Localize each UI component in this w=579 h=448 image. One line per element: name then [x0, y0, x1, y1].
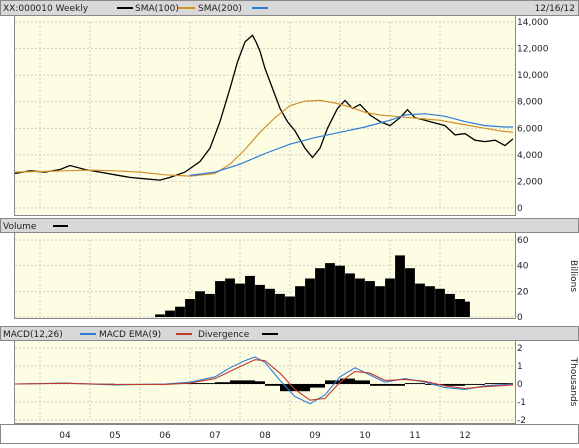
divergence-bar — [325, 380, 340, 384]
divergence-bar — [405, 383, 425, 384]
volume-bar — [335, 266, 345, 317]
volume-bar — [195, 291, 205, 317]
volume-bar — [185, 299, 195, 317]
x-tick-label: 06 — [159, 431, 171, 441]
volume-bar — [460, 302, 470, 317]
y-tick-label: 12,000 — [517, 45, 549, 55]
volume-bar — [405, 268, 415, 317]
divergence-bar — [340, 379, 355, 384]
volume-bar — [445, 294, 455, 317]
x-tick-label: 04 — [59, 431, 71, 441]
volume-bar — [395, 255, 405, 317]
y-tick-label: 0 — [517, 204, 523, 214]
volume-bar — [355, 279, 365, 318]
divergence-bar — [190, 383, 215, 384]
price-legend: XX:000010 Weekly SMA(100) SMA(200) — [3, 4, 268, 14]
y-tick-label: 1 — [517, 362, 523, 372]
y-tick-label: 10,000 — [517, 71, 549, 81]
volume-bar — [225, 279, 235, 318]
volume-bar — [275, 294, 285, 317]
y-tick-label: 2,000 — [517, 177, 543, 187]
macd-legend: MACD(12,26) MACD EMA(9) Divergence — [3, 330, 278, 340]
volume-bar — [205, 294, 215, 317]
y-tick-label: 14,000 — [517, 18, 549, 28]
volume-bar — [365, 281, 375, 317]
y-tick-label: 4,000 — [517, 151, 543, 161]
macd-unit-label: Thousands — [568, 357, 578, 407]
volume-unit-label: Billions — [568, 260, 578, 292]
y-tick-label: 60 — [517, 236, 529, 246]
x-tick-label: 10 — [359, 431, 371, 441]
volume-bar — [155, 314, 165, 317]
volume-header — [1, 219, 579, 233]
x-tick-label: 09 — [309, 431, 321, 441]
x-tick-label: 12 — [459, 431, 470, 441]
divergence-bar — [215, 382, 230, 384]
volume-bar — [425, 286, 435, 317]
y-tick-label: 0 — [517, 313, 523, 323]
macd-ema-legend-label: MACD EMA(9) — [99, 330, 161, 340]
y-tick-label: 40 — [517, 262, 529, 272]
x-tick-label: 11 — [409, 431, 420, 441]
volume-bar — [215, 281, 225, 317]
divergence-bar — [255, 381, 265, 384]
sma100-legend-label: SMA(100) — [135, 4, 179, 14]
volume-bar — [345, 273, 355, 317]
volume-bar — [375, 286, 385, 317]
divergence-bar — [465, 384, 485, 385]
x-tick-label: 07 — [209, 431, 220, 441]
volume-bar — [285, 297, 295, 318]
divergence-bar — [310, 384, 325, 388]
x-tick-label: 05 — [109, 431, 120, 441]
divergence-bar — [370, 384, 385, 386]
divergence-bar — [265, 384, 280, 386]
volume-bar — [295, 286, 305, 317]
volume-bar — [175, 307, 185, 317]
volume-bar — [235, 284, 245, 317]
macd-legend-label: MACD(12,26) — [3, 330, 63, 340]
x-tick-label: 08 — [259, 431, 271, 441]
y-tick-label: 8,000 — [517, 98, 543, 108]
y-tick-label: 20 — [517, 287, 529, 297]
x-axis-strip — [1, 425, 579, 444]
divergence-bar — [245, 380, 255, 384]
y-tick-label: -1 — [517, 398, 526, 408]
volume-bar — [385, 279, 395, 318]
divergence-legend-label: Divergence — [198, 330, 250, 340]
volume-legend-label: Volume — [3, 222, 37, 232]
y-tick-label: 6,000 — [517, 124, 543, 134]
volume-bar — [435, 289, 445, 317]
divergence-bar — [385, 384, 405, 386]
divergence-bar — [355, 380, 370, 384]
volume-bar — [255, 285, 265, 317]
volume-bar — [165, 311, 175, 317]
sma200-legend-label: SMA(200) — [198, 4, 242, 14]
divergence-bar — [230, 380, 245, 384]
y-tick-label: 2 — [517, 344, 523, 354]
volume-bar — [325, 263, 335, 317]
price-legend-label: XX:000010 Weekly — [3, 4, 89, 14]
volume-bar — [265, 289, 275, 317]
chart-date: 12/16/12 — [535, 4, 575, 14]
y-tick-label: 0 — [517, 380, 523, 390]
volume-bar — [315, 268, 325, 317]
volume-bar — [245, 276, 255, 317]
divergence-bar — [295, 384, 310, 391]
volume-bar — [305, 279, 315, 318]
divergence-bar — [445, 384, 465, 386]
volume-bar — [415, 284, 425, 317]
